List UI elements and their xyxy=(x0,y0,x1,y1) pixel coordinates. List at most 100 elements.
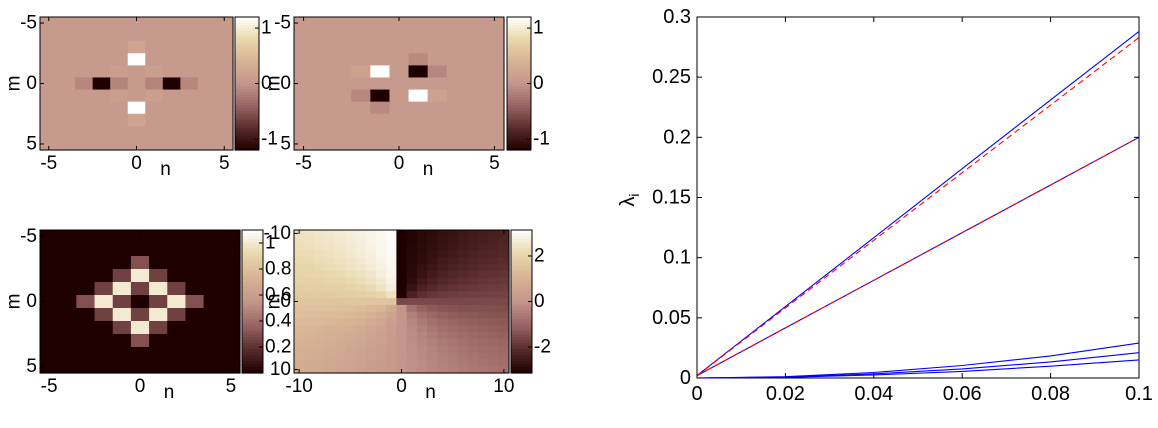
heatmap-bg-cell xyxy=(75,29,94,42)
heatmap-bg-cell xyxy=(294,65,314,79)
y-tick-label: 0.1 xyxy=(663,247,691,269)
heatmap-bg-cell xyxy=(40,113,59,127)
y-tick-label: 10 xyxy=(270,359,291,380)
heatmap-cell xyxy=(427,284,438,292)
heatmap-bg-cell xyxy=(162,41,181,54)
colorbar-segment xyxy=(235,122,259,126)
heatmap-bg-cell xyxy=(313,113,333,127)
colorbar-segment xyxy=(242,241,263,246)
x-axis-label: ε xyxy=(914,423,923,428)
heatmap-cell xyxy=(468,236,479,245)
heatmap-cell xyxy=(375,311,387,320)
heatmap-cell xyxy=(345,264,357,272)
colorbar-segment xyxy=(235,127,259,132)
heatmap-cell xyxy=(498,352,510,360)
y-tick-label: 0 xyxy=(680,367,691,389)
x-tick-label: -10 xyxy=(285,376,312,397)
heatmap-bg-cell xyxy=(149,347,168,361)
heatmap-bg-cell xyxy=(145,41,164,54)
colorbar-segment xyxy=(511,247,532,252)
colorbar-segment xyxy=(242,280,263,285)
heatmap-bg-cell xyxy=(145,53,164,66)
heatmap-cell xyxy=(145,65,164,79)
heatmap-cell xyxy=(304,236,316,245)
heatmap-cell xyxy=(304,338,316,347)
heatmap-cell xyxy=(488,230,500,238)
colorbar-segment xyxy=(235,94,259,98)
colorbar-segment xyxy=(242,316,263,320)
colorbar-segment xyxy=(507,141,531,146)
heatmap-cell xyxy=(437,250,449,258)
heatmap-bg-cell xyxy=(203,230,223,244)
heatmap-bg-cell xyxy=(351,113,371,127)
colorbar-segment xyxy=(242,343,263,347)
heatmap-cell xyxy=(498,257,510,265)
heatmap-bg-cell xyxy=(75,53,94,66)
heatmap-cell xyxy=(457,284,469,292)
heatmap-bg-cell xyxy=(127,17,146,30)
heatmap-cell xyxy=(406,359,418,367)
heatmap-cell xyxy=(468,345,479,354)
heatmap-cell xyxy=(427,325,438,333)
heatmap-bg-cell xyxy=(76,347,96,361)
heatmap-bg-cell xyxy=(203,308,223,322)
heatmap-bg-cell xyxy=(427,77,448,91)
colorbar-segment xyxy=(235,55,259,60)
heatmap-bg-cell xyxy=(40,256,59,270)
colorbar-segment xyxy=(511,283,532,288)
heatmap-cell xyxy=(386,270,397,279)
colorbar-segment xyxy=(235,86,259,90)
heatmap-cell xyxy=(416,277,428,286)
heatmap-bg-cell xyxy=(389,113,410,127)
x-tick-label: 0.08 xyxy=(1031,383,1070,405)
colorbar-segment xyxy=(235,125,259,129)
heatmap-cell xyxy=(498,270,510,279)
heatmap-bg-cell xyxy=(180,125,199,139)
heatmap-bg-cell xyxy=(215,53,234,66)
heatmap-cell xyxy=(447,352,459,360)
heatmap-bg-cell xyxy=(185,360,205,374)
heatmap-bg-cell xyxy=(408,29,429,42)
heatmap-cell xyxy=(304,318,316,326)
heatmap-cell xyxy=(334,236,346,245)
colorbar-segment xyxy=(235,116,259,121)
heatmap-cell xyxy=(334,345,346,354)
heatmap-bg-cell xyxy=(294,53,314,66)
heatmap-cell xyxy=(416,311,428,320)
heatmap-bg-cell xyxy=(57,29,76,42)
heatmap-cell xyxy=(386,230,397,238)
colorbar-segment xyxy=(511,334,532,338)
heatmap-cell xyxy=(406,264,418,272)
heatmap-cell xyxy=(396,264,408,272)
heatmap-cell xyxy=(112,321,132,335)
colorbar-segment xyxy=(242,310,263,315)
heatmap-cell xyxy=(437,352,449,360)
heatmap-cell xyxy=(437,298,449,306)
heatmap-bg-cell xyxy=(40,125,59,139)
heatmap-bg-cell xyxy=(94,321,114,335)
heatmap-cell xyxy=(406,236,418,245)
colorbar-segment xyxy=(235,89,259,93)
colorbar-segment xyxy=(235,102,259,107)
colorbar-segment xyxy=(242,337,263,341)
heatmap-bg-cell xyxy=(94,269,114,283)
heatmap-cell xyxy=(355,264,367,272)
colorbar-segment xyxy=(242,319,263,323)
colorbar: 1 0.8 0.6 0.4 0.2 xyxy=(241,229,292,374)
colorbar: 1 0 -1 xyxy=(506,16,550,151)
heatmap-cell xyxy=(488,304,500,313)
heatmap-cell xyxy=(478,270,490,279)
heatmap-bg-cell xyxy=(408,137,429,151)
colorbar-segment xyxy=(507,80,531,85)
heatmap-cell xyxy=(488,277,500,286)
heatmap-cell xyxy=(112,308,132,322)
heatmap-cell xyxy=(468,325,479,333)
heatmap-bg-cell xyxy=(446,41,467,54)
heatmap-bg-cell xyxy=(313,65,333,79)
heatmap-cell xyxy=(416,366,428,374)
heatmap-bg-cell xyxy=(484,65,505,79)
colorbar-segment xyxy=(511,274,532,279)
heatmap-bg-cell xyxy=(162,137,181,151)
colorbar-segment xyxy=(507,138,531,143)
heatmap-cell xyxy=(304,311,316,320)
